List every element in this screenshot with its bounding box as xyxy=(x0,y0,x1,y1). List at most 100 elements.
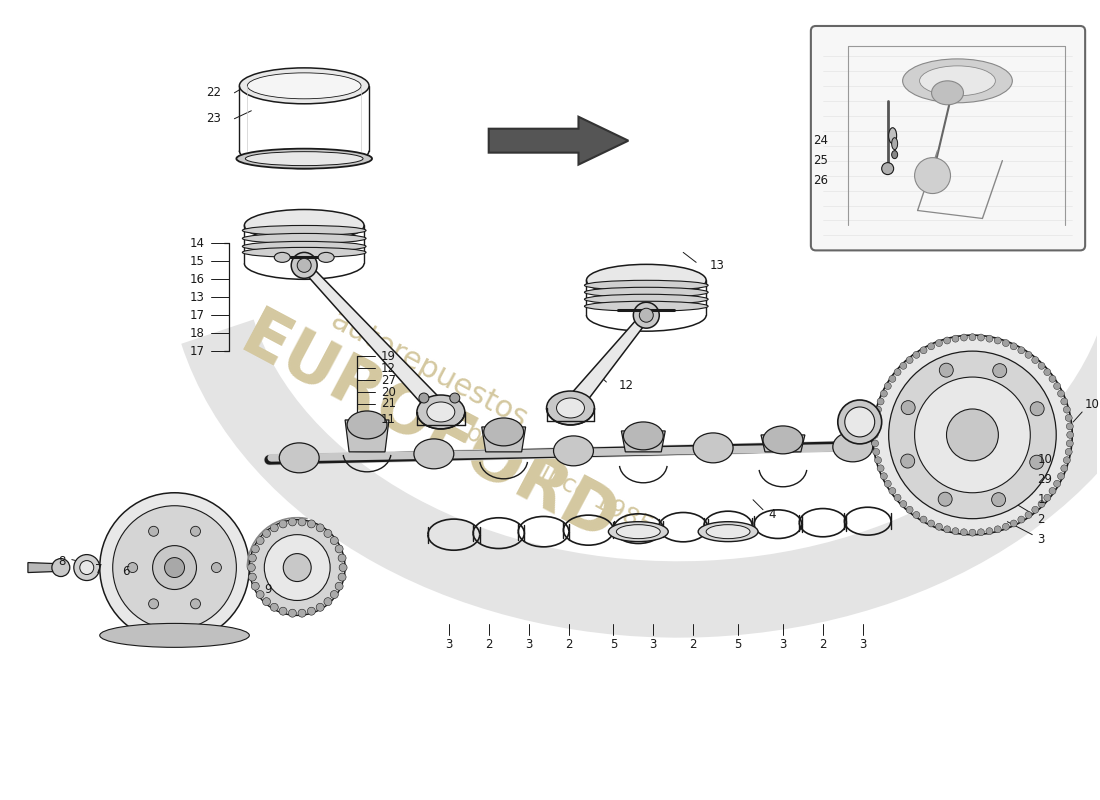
Ellipse shape xyxy=(1064,406,1070,413)
Ellipse shape xyxy=(914,377,1031,493)
Text: 22: 22 xyxy=(207,86,221,99)
Ellipse shape xyxy=(80,561,94,574)
Ellipse shape xyxy=(248,73,361,98)
Ellipse shape xyxy=(427,402,454,422)
Text: 29: 29 xyxy=(1037,474,1053,486)
Text: 10: 10 xyxy=(1037,454,1052,466)
Text: 6: 6 xyxy=(122,565,129,578)
Ellipse shape xyxy=(100,623,250,647)
Text: 3: 3 xyxy=(650,638,657,651)
Polygon shape xyxy=(621,431,665,452)
Polygon shape xyxy=(28,562,55,573)
Text: 16: 16 xyxy=(189,273,205,286)
Text: 3: 3 xyxy=(525,638,532,651)
Text: 20: 20 xyxy=(381,386,396,398)
Text: 3: 3 xyxy=(779,638,786,651)
Ellipse shape xyxy=(706,525,750,538)
Ellipse shape xyxy=(553,436,593,466)
Ellipse shape xyxy=(884,480,891,487)
Ellipse shape xyxy=(318,252,334,262)
Text: 18: 18 xyxy=(189,326,205,340)
Ellipse shape xyxy=(242,242,366,251)
Ellipse shape xyxy=(307,520,316,528)
Ellipse shape xyxy=(900,501,906,507)
Ellipse shape xyxy=(250,520,345,615)
Text: 2: 2 xyxy=(820,638,826,651)
Ellipse shape xyxy=(242,234,366,243)
Ellipse shape xyxy=(877,398,884,405)
Ellipse shape xyxy=(920,346,927,354)
Text: 27: 27 xyxy=(381,374,396,386)
Ellipse shape xyxy=(880,390,888,397)
Ellipse shape xyxy=(906,506,913,514)
Ellipse shape xyxy=(1038,362,1045,370)
Ellipse shape xyxy=(880,473,888,480)
Ellipse shape xyxy=(884,382,891,390)
Ellipse shape xyxy=(240,68,368,104)
Ellipse shape xyxy=(960,334,967,341)
Ellipse shape xyxy=(236,149,372,169)
Ellipse shape xyxy=(190,526,200,536)
Ellipse shape xyxy=(913,511,920,518)
Text: 5: 5 xyxy=(735,638,741,651)
Ellipse shape xyxy=(833,432,872,462)
Ellipse shape xyxy=(872,448,880,455)
Ellipse shape xyxy=(336,582,343,590)
Ellipse shape xyxy=(994,337,1001,344)
Text: 24: 24 xyxy=(813,134,828,147)
Ellipse shape xyxy=(557,398,584,418)
Ellipse shape xyxy=(914,158,950,194)
Ellipse shape xyxy=(338,573,346,581)
Text: 19: 19 xyxy=(381,350,396,362)
Ellipse shape xyxy=(279,520,287,528)
Ellipse shape xyxy=(148,599,158,609)
Text: 9: 9 xyxy=(264,583,272,596)
Ellipse shape xyxy=(944,526,950,533)
Ellipse shape xyxy=(288,518,296,526)
Polygon shape xyxy=(301,262,448,418)
Ellipse shape xyxy=(901,454,915,468)
Text: 10: 10 xyxy=(1085,398,1100,411)
Ellipse shape xyxy=(339,563,348,571)
Ellipse shape xyxy=(872,414,880,422)
Polygon shape xyxy=(563,312,650,414)
Ellipse shape xyxy=(148,526,158,536)
Text: 3: 3 xyxy=(859,638,867,651)
Ellipse shape xyxy=(1066,440,1074,447)
Ellipse shape xyxy=(969,334,976,341)
Ellipse shape xyxy=(889,128,896,144)
Ellipse shape xyxy=(994,526,1001,533)
Ellipse shape xyxy=(634,302,659,328)
Ellipse shape xyxy=(877,465,884,472)
Ellipse shape xyxy=(927,343,935,350)
Text: 14: 14 xyxy=(189,237,205,250)
Ellipse shape xyxy=(1018,346,1025,354)
Ellipse shape xyxy=(1010,520,1018,527)
Ellipse shape xyxy=(952,335,959,342)
Ellipse shape xyxy=(336,545,343,553)
Polygon shape xyxy=(482,427,526,452)
Ellipse shape xyxy=(248,563,255,571)
Text: 21: 21 xyxy=(381,398,396,410)
Text: 5: 5 xyxy=(609,638,617,651)
Ellipse shape xyxy=(1002,523,1010,530)
Ellipse shape xyxy=(944,337,950,344)
Text: 4: 4 xyxy=(768,508,776,521)
Ellipse shape xyxy=(874,406,881,413)
Ellipse shape xyxy=(693,433,733,463)
Ellipse shape xyxy=(1018,516,1025,523)
Ellipse shape xyxy=(1010,343,1018,350)
Ellipse shape xyxy=(920,516,927,523)
Ellipse shape xyxy=(242,226,366,235)
Text: 15: 15 xyxy=(189,255,205,268)
Ellipse shape xyxy=(1049,375,1056,382)
Polygon shape xyxy=(345,420,389,452)
Ellipse shape xyxy=(244,210,364,242)
Ellipse shape xyxy=(838,400,882,444)
Ellipse shape xyxy=(245,152,363,166)
Ellipse shape xyxy=(274,252,290,262)
Text: 23: 23 xyxy=(207,112,221,126)
Ellipse shape xyxy=(913,351,920,358)
Text: EUROFORD: EUROFORD xyxy=(230,303,628,557)
Ellipse shape xyxy=(927,520,935,527)
